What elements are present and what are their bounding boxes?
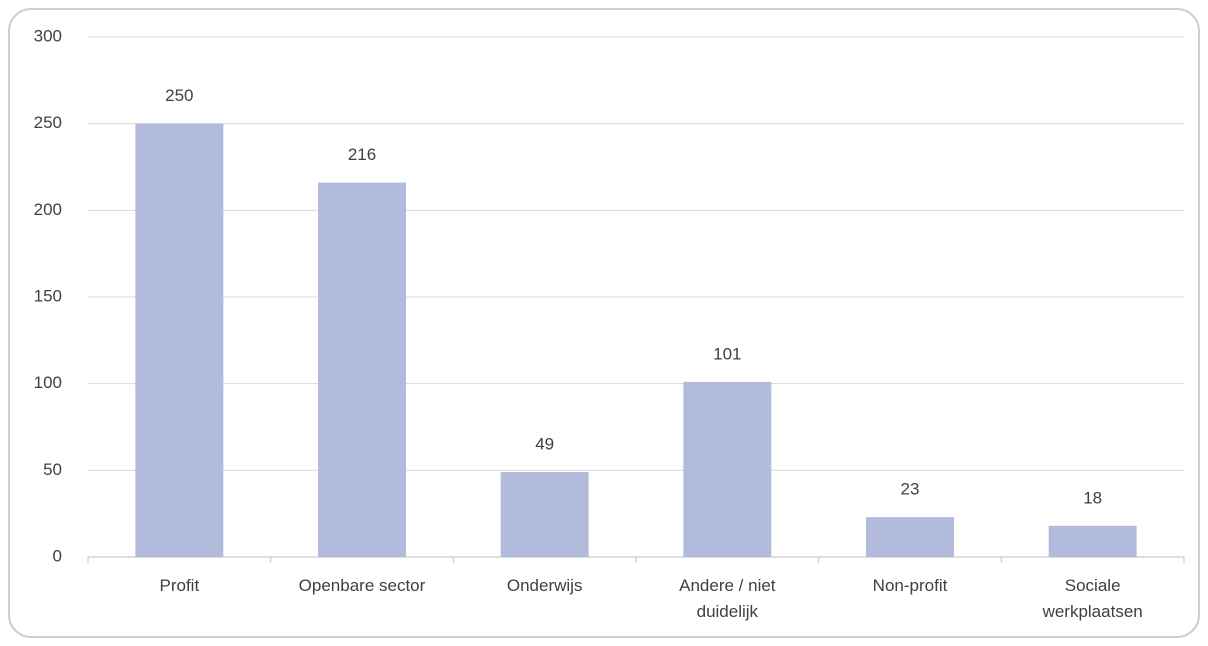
y-tick-label: 100: [34, 373, 62, 392]
x-tick-label: Openbare sector: [298, 576, 426, 595]
x-tick-label: Non-profit: [872, 576, 948, 595]
bar: [500, 472, 589, 557]
data-label: 250: [165, 86, 193, 105]
bar: [683, 381, 772, 557]
y-tick-label: 250: [34, 113, 62, 132]
y-tick-label: 150: [34, 286, 62, 305]
data-label: 23: [901, 480, 920, 499]
y-tick-label: 0: [53, 546, 62, 565]
x-tick-label: Profit: [159, 576, 200, 595]
y-tick-label: 50: [43, 460, 62, 479]
x-tick-label: Onderwijs: [506, 576, 583, 595]
bar: [318, 182, 406, 557]
bar: [135, 123, 224, 558]
bar: [866, 517, 954, 557]
data-label: 101: [713, 344, 741, 363]
y-tick-label: 300: [34, 26, 62, 45]
x-tick-label: Andere / niet duidelijk: [679, 576, 776, 621]
data-label: 18: [1083, 488, 1102, 507]
y-tick-label: 200: [34, 200, 62, 219]
bar: [1048, 525, 1137, 557]
chart-frame: [8, 8, 1200, 638]
x-tick-label: Sociale werkplaatsen: [1042, 576, 1143, 621]
data-label: 216: [348, 145, 376, 164]
data-label: 49: [535, 435, 554, 454]
